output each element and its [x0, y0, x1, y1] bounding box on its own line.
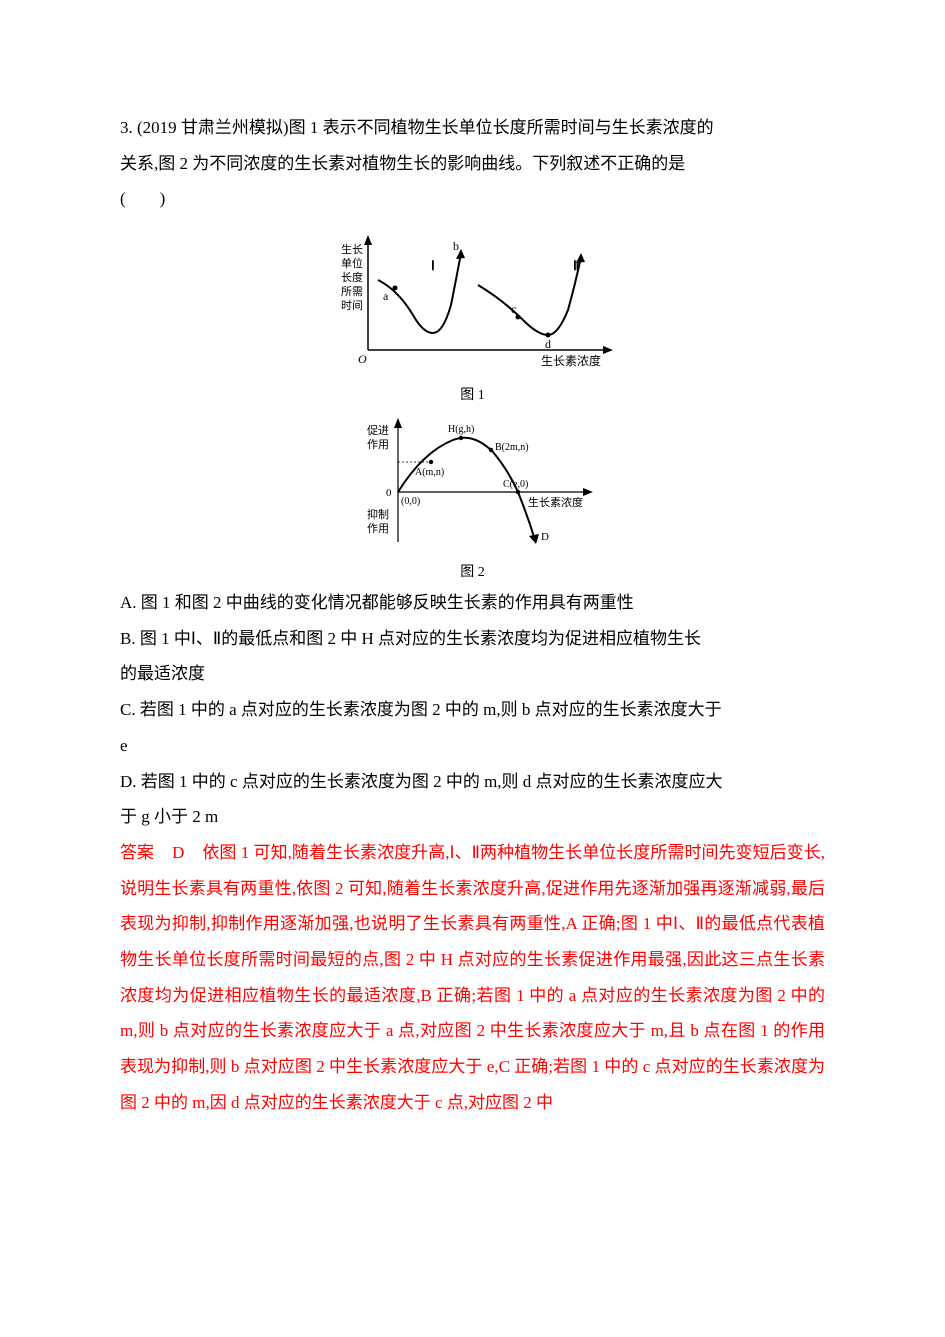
fig2-D: D [541, 531, 549, 543]
fig2-ybot-2: 作用 [367, 522, 389, 535]
question-number: 3. [120, 118, 133, 137]
fig1-point-a: a [383, 289, 389, 303]
fig1-ylabel-1: 生长 [341, 242, 363, 256]
question-stem: 3. (2019 甘肃兰州模拟)图 1 表示不同植物生长单位长度所需时间与生长素… [120, 110, 825, 146]
option-B-line1: B. 图 1 中Ⅰ、Ⅱ的最低点和图 2 中 H 点对应的生长素浓度均为促进相应植… [120, 621, 825, 657]
fig2-C: C(e,0) [503, 479, 528, 490]
option-C-line2: e [120, 728, 825, 764]
figure-2-svg: 促进 作用 抑制 作用 0 (0,0) 生长素浓度 A(m,n) H(g,h) … [343, 412, 603, 552]
fig1-origin: O [358, 352, 367, 366]
fig1-label-I: Ⅰ [431, 258, 435, 273]
fig1-ylabel-5: 时间 [341, 299, 363, 312]
fig2-B: B(2m,n) [495, 442, 529, 453]
option-B-line2: 的最适浓度 [120, 656, 825, 692]
option-A: A. 图 1 和图 2 中曲线的变化情况都能够反映生长素的作用具有两重性 [120, 585, 825, 621]
answer-letter: D [172, 843, 184, 862]
fig1-ylabel-3: 长度 [341, 270, 363, 284]
fig2-origin: (0,0) [401, 496, 420, 507]
fig1-xlabel: 生长素浓度 [541, 353, 601, 368]
fig1-label-II: Ⅱ [573, 258, 579, 273]
figure-2-caption: 图 2 [120, 561, 825, 581]
question-blank: ( ) [120, 181, 825, 217]
option-C-line1: C. 若图 1 中的 a 点对应的生长素浓度为图 2 中的 m,则 b 点对应的… [120, 692, 825, 728]
fig2-ytop-1: 促进 [367, 423, 389, 437]
fig1-point-c: c [511, 302, 516, 316]
fig1-point-d: d [545, 337, 551, 351]
fig2-zero: 0 [386, 487, 392, 499]
stem-part1: 图 1 表示不同植物生长单位长度所需时间与生长素浓度的 [289, 118, 714, 137]
answer-text: 依图 1 可知,随着生长素浓度升高,Ⅰ、Ⅱ两种植物生长单位长度所需时间先变短后变… [120, 843, 825, 1112]
answer-label: 答案 [120, 843, 154, 862]
fig2-ybot-1: 抑制 [367, 507, 389, 521]
answer-block: 答案 D依图 1 可知,随着生长素浓度升高,Ⅰ、Ⅱ两种植物生长单位长度所需时间先变… [120, 835, 825, 1121]
option-D-line1: D. 若图 1 中的 c 点对应的生长素浓度为图 2 中的 m,则 d 点对应的… [120, 764, 825, 800]
option-D-line2: 于 g 小于 2 m [120, 799, 825, 835]
fig1-ylabel-4: 所需 [341, 285, 363, 298]
figure-1-caption: 图 1 [120, 384, 825, 404]
fig2-H: H(g,h) [448, 424, 474, 435]
fig1-point-b: b [453, 239, 459, 253]
fig2-ytop-2: 作用 [367, 438, 389, 451]
figure-1: 生长 单位 长度 所需 时间 O 生长素浓度 a Ⅰ b c [120, 225, 825, 404]
figure-1-svg: 生长 单位 长度 所需 时间 O 生长素浓度 a Ⅰ b c [323, 225, 623, 375]
fig2-xlabel: 生长素浓度 [528, 495, 583, 509]
figure-2: 促进 作用 抑制 作用 0 (0,0) 生长素浓度 A(m,n) H(g,h) … [120, 412, 825, 581]
fig2-A: A(m,n) [415, 467, 444, 478]
question-source: (2019 甘肃兰州模拟) [137, 118, 289, 137]
fig1-ylabel-2: 单位 [341, 256, 363, 270]
question-stem-line2: 关系,图 2 为不同浓度的生长素对植物生长的影响曲线。下列叙述不正确的是 [120, 146, 825, 182]
page-content: 3. (2019 甘肃兰州模拟)图 1 表示不同植物生长单位长度所需时间与生长素… [0, 0, 945, 1180]
